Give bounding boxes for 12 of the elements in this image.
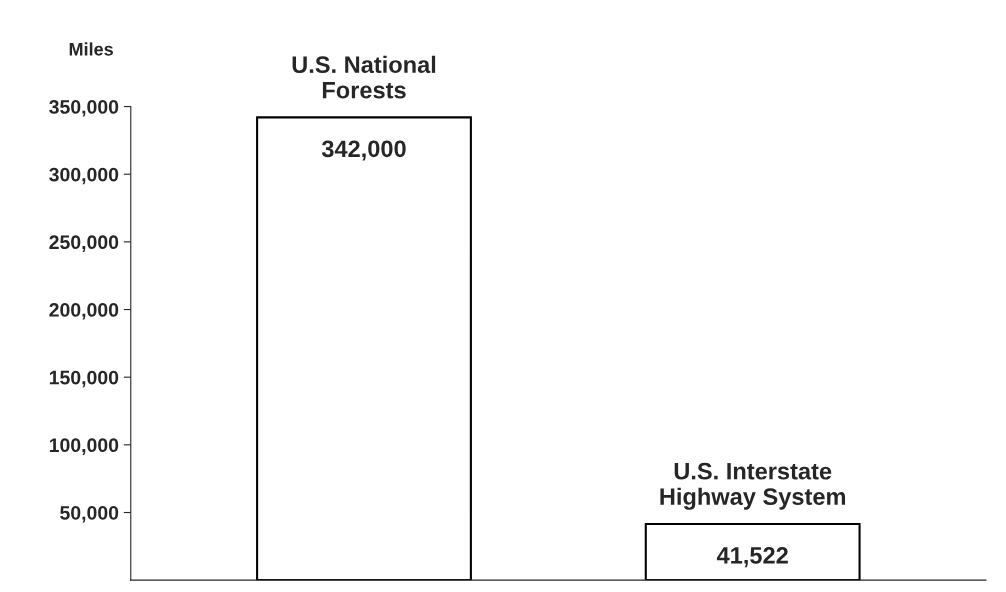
data-label: 41,522 [716, 547, 788, 568]
y-tick-label: 250,000 [49, 235, 119, 252]
y-tick-label: 200,000 [49, 303, 119, 320]
y-tick-label: 100,000 [49, 438, 119, 455]
data-label: 342,000 [321, 140, 406, 161]
y-tick-label: 150,000 [49, 370, 119, 388]
y-tick-label: 50,000 [60, 505, 119, 523]
x-tick-label: U.S. National Forests [292, 55, 436, 99]
y-tick-label: 300,000 [49, 167, 119, 185]
y-axis-title: Miles [69, 42, 113, 56]
x-tick-label: U.S. Interstate Highway System [660, 462, 846, 510]
y-tick-label: 350,000 [49, 100, 119, 117]
